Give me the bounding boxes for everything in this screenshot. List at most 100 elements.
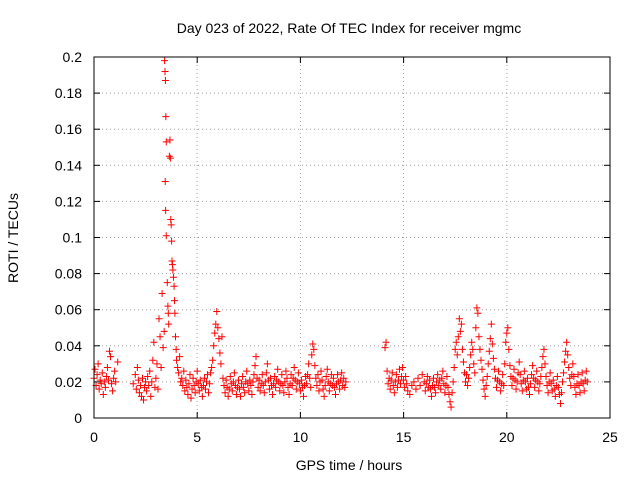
data-point bbox=[510, 365, 518, 373]
data-point bbox=[164, 302, 172, 310]
data-point bbox=[463, 371, 471, 379]
data-point bbox=[162, 206, 170, 214]
data-point bbox=[334, 371, 342, 379]
data-point bbox=[222, 376, 230, 384]
data-point bbox=[435, 382, 443, 390]
data-point bbox=[180, 367, 188, 375]
data-point bbox=[209, 356, 217, 364]
data-point bbox=[244, 380, 252, 388]
data-point bbox=[184, 391, 192, 399]
data-point bbox=[427, 392, 435, 400]
data-point bbox=[312, 374, 320, 382]
data-point bbox=[402, 372, 410, 380]
data-point bbox=[245, 387, 253, 395]
data-point bbox=[515, 358, 523, 366]
data-point bbox=[322, 372, 330, 380]
data-point bbox=[387, 376, 395, 384]
data-point bbox=[388, 369, 396, 377]
data-point bbox=[412, 385, 420, 393]
data-point bbox=[492, 383, 500, 391]
data-point bbox=[274, 365, 282, 373]
data-point bbox=[476, 345, 484, 353]
data-point bbox=[414, 374, 422, 382]
data-point bbox=[101, 383, 109, 391]
data-point bbox=[146, 367, 154, 375]
data-point bbox=[94, 360, 102, 368]
data-point bbox=[489, 354, 497, 362]
data-point bbox=[478, 365, 486, 373]
data-point bbox=[232, 391, 240, 399]
data-point bbox=[572, 391, 580, 399]
data-point bbox=[452, 338, 460, 346]
data-point bbox=[313, 382, 321, 390]
data-point bbox=[148, 378, 156, 386]
data-point bbox=[147, 392, 155, 400]
y-tick-label: 0.14 bbox=[55, 157, 82, 173]
data-point bbox=[527, 380, 535, 388]
data-point bbox=[260, 389, 268, 397]
data-point bbox=[179, 382, 187, 390]
data-point bbox=[437, 385, 445, 393]
data-point bbox=[129, 380, 137, 388]
data-point bbox=[528, 371, 536, 379]
data-point bbox=[269, 391, 277, 399]
data-point bbox=[482, 382, 490, 390]
data-point bbox=[397, 380, 405, 388]
data-point bbox=[484, 360, 492, 368]
data-point bbox=[401, 383, 409, 391]
data-point bbox=[172, 333, 180, 341]
x-tick-label: 20 bbox=[499, 429, 515, 445]
data-point bbox=[162, 232, 170, 240]
data-point bbox=[342, 378, 350, 386]
data-point bbox=[390, 389, 398, 397]
data-point bbox=[439, 367, 447, 375]
data-point bbox=[170, 282, 178, 290]
data-point bbox=[382, 338, 390, 346]
data-point bbox=[134, 376, 142, 384]
data-point bbox=[508, 382, 516, 390]
data-point bbox=[295, 380, 303, 388]
data-point bbox=[526, 391, 534, 399]
data-point bbox=[483, 372, 491, 380]
data-point bbox=[178, 374, 186, 382]
data-point bbox=[472, 324, 480, 332]
data-point bbox=[575, 382, 583, 390]
data-point bbox=[459, 358, 467, 366]
data-point bbox=[228, 387, 236, 395]
data-point bbox=[239, 372, 247, 380]
data-point bbox=[99, 391, 107, 399]
data-point bbox=[446, 398, 454, 406]
data-point bbox=[190, 382, 198, 390]
data-point bbox=[566, 374, 574, 382]
data-point bbox=[215, 335, 223, 343]
data-point bbox=[470, 360, 478, 368]
data-point bbox=[296, 387, 304, 395]
data-point bbox=[266, 374, 274, 382]
data-point bbox=[104, 376, 112, 384]
data-point bbox=[321, 382, 329, 390]
data-point bbox=[580, 387, 588, 395]
data-point bbox=[430, 374, 438, 382]
data-point bbox=[95, 385, 103, 393]
data-point bbox=[290, 363, 298, 371]
data-point bbox=[556, 400, 564, 408]
data-point bbox=[220, 382, 228, 390]
data-point bbox=[187, 394, 195, 402]
data-point bbox=[236, 385, 244, 393]
data-point bbox=[164, 309, 172, 317]
data-point bbox=[91, 365, 99, 373]
data-point bbox=[151, 383, 159, 391]
data-point bbox=[105, 347, 113, 355]
data-point bbox=[426, 385, 434, 393]
data-point bbox=[109, 387, 117, 395]
data-point bbox=[554, 383, 562, 391]
data-point bbox=[195, 387, 203, 395]
data-point bbox=[579, 380, 587, 388]
data-point bbox=[114, 358, 122, 366]
data-point bbox=[152, 374, 160, 382]
data-point bbox=[512, 385, 520, 393]
data-point bbox=[574, 371, 582, 379]
data-point bbox=[133, 363, 141, 371]
data-point bbox=[563, 338, 571, 346]
